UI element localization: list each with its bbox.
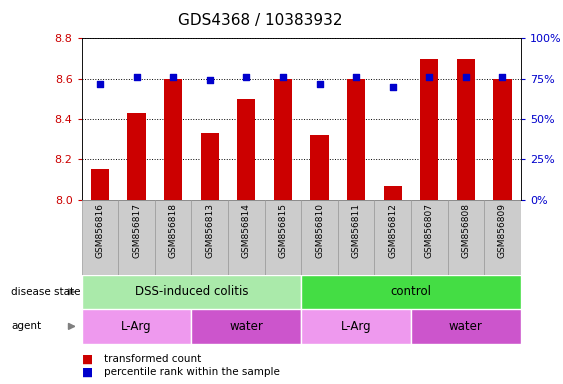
Text: water: water: [449, 320, 483, 333]
Bar: [91, 169, 109, 200]
Bar: [301, 275, 521, 309]
Bar: [228, 200, 265, 275]
Point: [388, 84, 397, 90]
Bar: [200, 133, 219, 200]
Text: ■: ■: [82, 366, 93, 379]
Text: GSM856817: GSM856817: [132, 203, 141, 258]
Bar: [301, 309, 411, 344]
Text: L-Arg: L-Arg: [121, 320, 152, 333]
Text: agent: agent: [11, 321, 42, 331]
Bar: [237, 99, 256, 200]
Bar: [457, 59, 475, 200]
Text: GDS4368 / 10383932: GDS4368 / 10383932: [178, 13, 343, 28]
Bar: [374, 200, 411, 275]
Text: GSM856818: GSM856818: [169, 203, 177, 258]
Bar: [82, 200, 118, 275]
Bar: [164, 79, 182, 200]
Point: [242, 74, 251, 80]
Bar: [191, 309, 301, 344]
Bar: [411, 200, 448, 275]
Text: GSM856811: GSM856811: [352, 203, 360, 258]
Text: GSM856807: GSM856807: [425, 203, 434, 258]
Text: control: control: [391, 285, 431, 298]
Point: [462, 74, 471, 80]
Point: [95, 81, 105, 87]
Text: disease state: disease state: [11, 287, 81, 297]
Point: [498, 74, 507, 80]
Bar: [82, 309, 191, 344]
Bar: [274, 79, 292, 200]
Text: transformed count: transformed count: [104, 354, 202, 364]
Bar: [493, 79, 512, 200]
Bar: [420, 59, 439, 200]
Text: percentile rank within the sample: percentile rank within the sample: [104, 367, 280, 377]
Text: ■: ■: [82, 353, 93, 366]
Text: GSM856812: GSM856812: [388, 203, 397, 258]
Bar: [82, 275, 301, 309]
Point: [351, 74, 360, 80]
Text: GSM856813: GSM856813: [205, 203, 214, 258]
Text: GSM856815: GSM856815: [279, 203, 287, 258]
Point: [425, 74, 434, 80]
Point: [132, 74, 141, 80]
Bar: [347, 79, 365, 200]
Bar: [484, 200, 521, 275]
Bar: [118, 200, 155, 275]
Point: [315, 81, 324, 87]
Text: water: water: [229, 320, 263, 333]
Bar: [301, 200, 338, 275]
Point: [278, 74, 287, 80]
Text: DSS-induced colitis: DSS-induced colitis: [135, 285, 248, 298]
Bar: [411, 309, 521, 344]
Bar: [310, 135, 329, 200]
Text: GSM856814: GSM856814: [242, 203, 251, 258]
Bar: [127, 113, 146, 200]
Bar: [448, 200, 484, 275]
Bar: [155, 200, 191, 275]
Text: GSM856809: GSM856809: [498, 203, 507, 258]
Bar: [265, 200, 301, 275]
Bar: [338, 200, 374, 275]
Point: [205, 77, 214, 83]
Text: L-Arg: L-Arg: [341, 320, 372, 333]
Text: GSM856810: GSM856810: [315, 203, 324, 258]
Bar: [383, 185, 402, 200]
Point: [169, 74, 178, 80]
Text: GSM856816: GSM856816: [96, 203, 104, 258]
Text: GSM856808: GSM856808: [462, 203, 470, 258]
Bar: [191, 200, 228, 275]
